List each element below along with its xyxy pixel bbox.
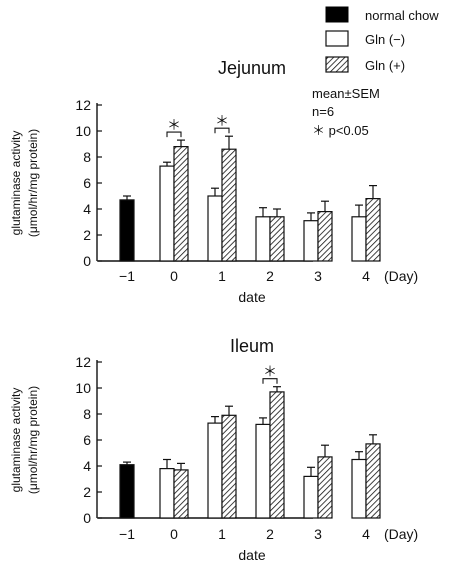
significance-marker: ＊ xyxy=(167,117,181,133)
bar-gln-plus xyxy=(269,216,285,262)
stats-n: n=6 xyxy=(312,104,334,119)
legend-swatch-solid xyxy=(325,6,349,23)
y-tick-label: 10 xyxy=(75,380,91,396)
x-tick-label: 4 xyxy=(362,268,370,284)
bar-gln-minus xyxy=(159,165,175,262)
x-tick-label: 2 xyxy=(266,526,274,542)
bar-gln-plus xyxy=(365,443,381,519)
y-axis-label: glutaminase activity xyxy=(9,131,23,236)
x-tick-label: 0 xyxy=(170,526,178,542)
x-tick-label: −1 xyxy=(119,526,135,542)
y-tick-label: 10 xyxy=(75,123,91,139)
stats-mean-sem: mean±SEM xyxy=(312,86,380,101)
y-tick-label: 4 xyxy=(83,458,91,474)
significance-bracket xyxy=(214,127,230,134)
bar-gln-minus xyxy=(255,423,271,519)
bar-gln-plus xyxy=(173,469,189,519)
x-tick-label: 3 xyxy=(314,268,322,284)
significance-marker: ＊ xyxy=(263,364,277,380)
x-tick-label: 2 xyxy=(266,268,274,284)
y-tick-label: 8 xyxy=(83,406,91,422)
legend: normal chow Gln (−) Gln (+) xyxy=(325,6,439,73)
y-tick-label: 8 xyxy=(83,149,91,165)
legend-label-gln-plus: Gln (+) xyxy=(365,58,405,73)
y-tick-label: 12 xyxy=(75,97,91,113)
significance-bracket xyxy=(262,378,278,384)
bar-gln-minus xyxy=(207,195,223,262)
bar-gln-plus xyxy=(317,456,333,519)
x-tick-label: 0 xyxy=(170,268,178,284)
x-tick-label: 3 xyxy=(314,526,322,542)
bar-normal-chow xyxy=(119,199,135,262)
y-tick-label: 6 xyxy=(83,432,91,448)
y-tick-label: 2 xyxy=(83,484,91,500)
bar-gln-minus xyxy=(351,458,367,519)
y-axis-label: glutaminase activity xyxy=(9,388,23,493)
x-tick-label: −1 xyxy=(119,268,135,284)
x-tick-label: 4 xyxy=(362,526,370,542)
bar-gln-plus xyxy=(221,148,237,262)
bar-gln-minus xyxy=(255,216,271,262)
bar-gln-minus xyxy=(303,220,319,262)
x-tick-label: 1 xyxy=(218,268,226,284)
bar-gln-minus xyxy=(207,422,223,519)
legend-item-normal-chow: normal chow xyxy=(325,6,439,23)
stats-p-value: ＊ p<0.05 xyxy=(312,123,369,138)
bar-gln-plus xyxy=(221,414,237,519)
chart-title: Ileum xyxy=(230,336,274,356)
y-axis-unit-label: (μmol/hr/mg protein) xyxy=(26,386,40,494)
bar-gln-minus xyxy=(351,216,367,262)
chart-title: Jejunum xyxy=(218,58,286,78)
significance-marker: ＊ xyxy=(215,113,229,129)
x-tick-label: 1 xyxy=(218,526,226,542)
jejunum-chart: Jejunum glutaminase activity (μmol/hr/mg p… xyxy=(9,58,418,305)
bar-gln-minus xyxy=(159,468,175,519)
legend-swatch-hatched xyxy=(325,56,349,73)
stats-note: mean±SEM n=6 ＊ p<0.05 xyxy=(312,86,380,138)
ileum-chart: Ileum glutaminase activity (μmol/hr/mg pro… xyxy=(9,336,418,563)
significance-bracket xyxy=(166,131,182,138)
x-axis-label: date xyxy=(238,547,265,563)
legend-item-gln-plus: Gln (+) xyxy=(325,56,405,73)
x-axis-unit: (Day) xyxy=(384,526,418,542)
bar-normal-chow xyxy=(119,464,135,519)
y-tick-label: 0 xyxy=(83,510,91,526)
y-tick-label: 4 xyxy=(83,201,91,217)
bar-gln-plus xyxy=(173,146,189,262)
legend-label-gln-minus: Gln (−) xyxy=(365,32,405,47)
bar-gln-plus xyxy=(317,211,333,262)
y-axis-unit-label: (μmol/hr/mg protein) xyxy=(26,129,40,237)
y-tick-label: 2 xyxy=(83,227,91,243)
legend-item-gln-minus: Gln (−) xyxy=(325,30,405,47)
bar-gln-minus xyxy=(303,475,319,519)
y-tick-label: 6 xyxy=(83,175,91,191)
legend-swatch-open xyxy=(325,30,349,47)
bar-gln-plus xyxy=(269,391,285,519)
x-axis-unit: (Day) xyxy=(384,268,418,284)
x-axis-label: date xyxy=(238,289,265,305)
y-tick-label: 12 xyxy=(75,354,91,370)
legend-label-normal-chow: normal chow xyxy=(365,8,439,23)
y-tick-label: 0 xyxy=(83,253,91,269)
bar-gln-plus xyxy=(365,198,381,262)
